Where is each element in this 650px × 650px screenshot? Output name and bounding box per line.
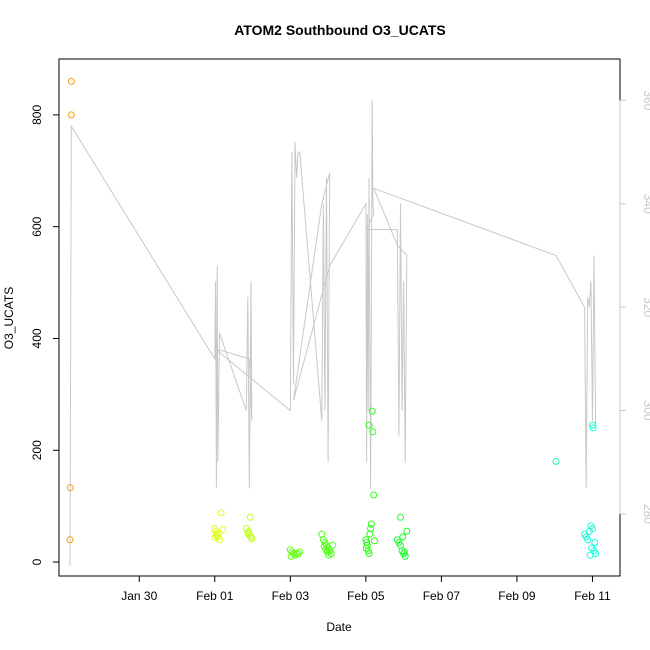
- data-point: [589, 525, 596, 532]
- data-point: [246, 513, 254, 521]
- data-point: [66, 536, 74, 544]
- x-tick-label: Feb 11: [574, 589, 611, 603]
- data-point: [294, 550, 302, 558]
- data-point: [591, 539, 599, 546]
- x-tick-label: Feb 05: [347, 589, 385, 603]
- y-tick-label: 400: [30, 328, 44, 348]
- data-point: [552, 457, 560, 465]
- y-tick-label: 600: [30, 216, 44, 236]
- data-point: [67, 111, 75, 119]
- data-point: [362, 544, 370, 552]
- data-point: [367, 520, 375, 528]
- data-point: [245, 527, 253, 535]
- data-point: [366, 530, 374, 538]
- y-axis: 0 200 400 600 800: [30, 105, 60, 565]
- data-point: [287, 552, 295, 560]
- data-point: [584, 536, 592, 544]
- y-axis-label: O3_UCATS: [2, 287, 16, 349]
- data-point: [365, 550, 373, 558]
- y2-tick-label: 360: [641, 90, 650, 110]
- data-point: [368, 407, 376, 415]
- points-layer: [66, 77, 600, 560]
- data-point: [371, 537, 378, 545]
- data-point: [401, 552, 409, 560]
- data-point: [219, 526, 227, 534]
- data-point: [400, 548, 408, 556]
- y-tick-label: 200: [30, 440, 44, 460]
- data-point: [397, 513, 404, 521]
- data-point: [589, 424, 597, 432]
- y-tick-label: 800: [30, 105, 44, 125]
- y2-tick-label: 320: [641, 297, 650, 317]
- data-point: [586, 551, 594, 559]
- x-tick-label: Feb 01: [196, 589, 234, 603]
- data-point: [211, 533, 219, 541]
- x-axis-label: Date: [326, 620, 352, 634]
- chart-title: ATOM2 Southbound O3_UCATS: [234, 22, 446, 38]
- data-point: [589, 421, 596, 429]
- data-point: [248, 535, 256, 543]
- data-point: [325, 551, 333, 559]
- x-tick-label: Feb 03: [272, 589, 310, 603]
- y-axis-right: 280 300 320 340 360: [619, 90, 650, 524]
- secondary-series-line: [69, 100, 597, 566]
- data-point: [329, 541, 337, 549]
- data-point: [369, 428, 377, 436]
- data-point: [370, 491, 378, 499]
- data-point: [365, 421, 373, 429]
- data-point: [367, 525, 375, 532]
- data-point: [318, 530, 326, 538]
- x-axis: Jan 30 Feb 01 Feb 03 Feb 05 Feb 07 Feb 09 Feb …: [121, 575, 611, 603]
- x-tick-label: Feb 07: [423, 589, 461, 603]
- y-tick-label: 0: [30, 558, 44, 565]
- data-point: [323, 548, 331, 556]
- x-tick-label: Jan 30: [121, 589, 157, 603]
- x-tick-label: Feb 09: [498, 589, 536, 603]
- data-point: [293, 549, 301, 557]
- data-point: [217, 509, 225, 517]
- data-point: [67, 77, 75, 85]
- data-point: [403, 527, 411, 535]
- data-point: [320, 542, 328, 550]
- y2-tick-label: 300: [641, 401, 650, 421]
- data-point: [399, 533, 407, 541]
- data-point: [66, 484, 74, 492]
- secondary-line-layer: [69, 100, 597, 566]
- data-point: [215, 529, 223, 537]
- data-point: [588, 544, 596, 552]
- y2-tick-label: 280: [641, 504, 650, 524]
- y2-tick-label: 340: [641, 194, 650, 214]
- data-point: [291, 551, 299, 559]
- data-point: [296, 548, 304, 556]
- plot-frame: [58, 58, 621, 577]
